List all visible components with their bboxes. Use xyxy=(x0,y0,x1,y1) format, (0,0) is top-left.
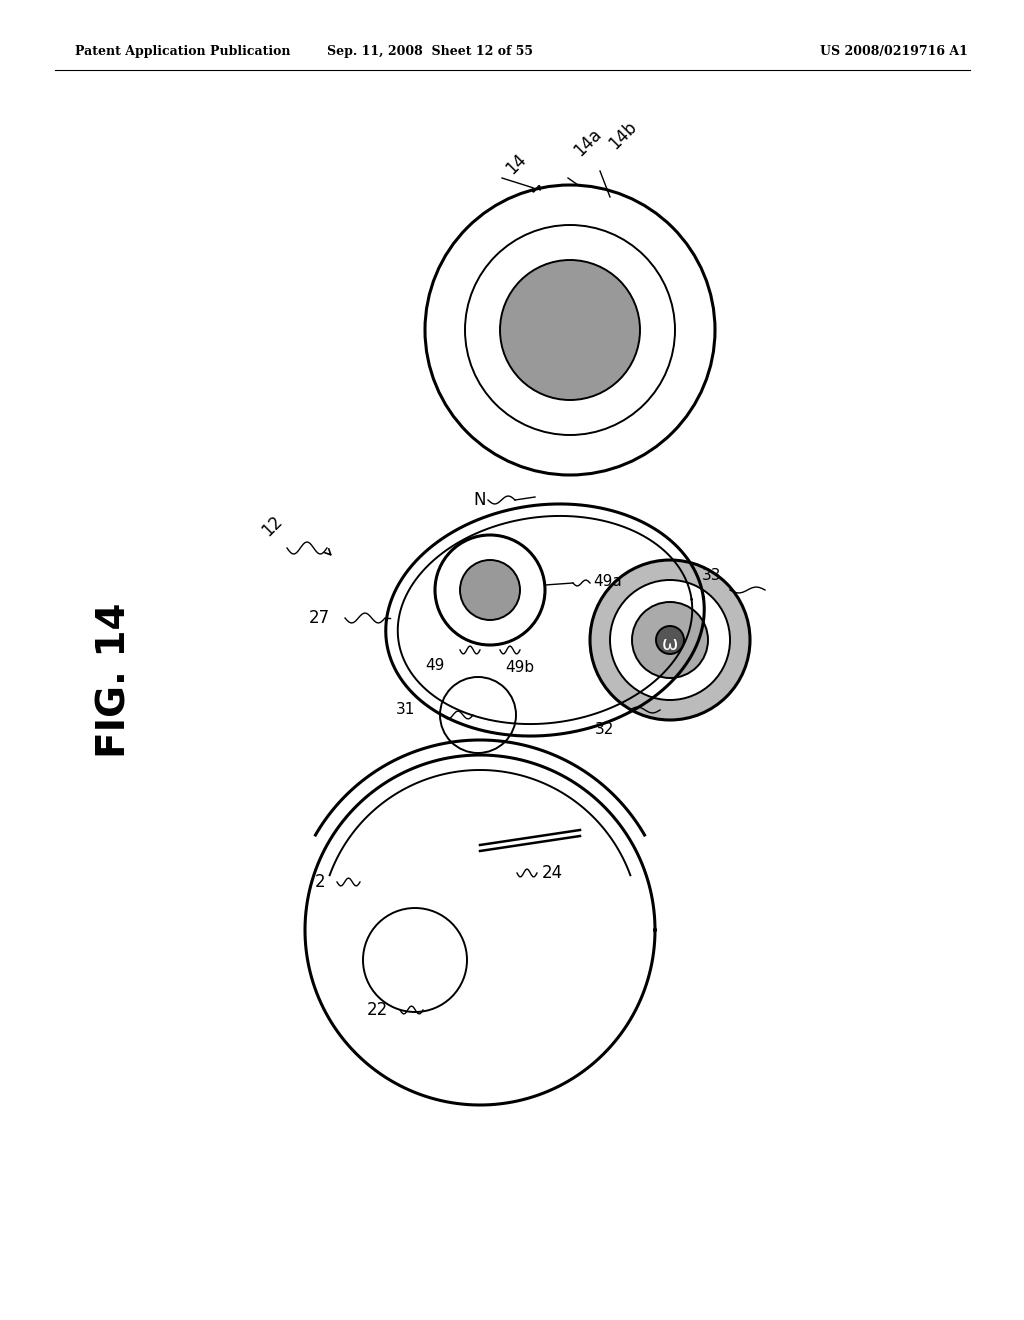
Text: 49b: 49b xyxy=(506,660,535,675)
Circle shape xyxy=(425,185,715,475)
Text: 31: 31 xyxy=(395,702,415,718)
Text: US 2008/0219716 A1: US 2008/0219716 A1 xyxy=(820,45,968,58)
Text: 49: 49 xyxy=(425,657,444,673)
Circle shape xyxy=(362,908,467,1012)
Circle shape xyxy=(656,626,684,653)
Circle shape xyxy=(465,224,675,436)
Text: 2: 2 xyxy=(314,873,325,891)
Circle shape xyxy=(435,535,545,645)
Circle shape xyxy=(440,677,516,752)
Text: 27: 27 xyxy=(309,609,330,627)
Circle shape xyxy=(500,260,640,400)
Circle shape xyxy=(610,579,730,700)
Circle shape xyxy=(590,560,750,719)
Text: 12: 12 xyxy=(258,512,286,540)
Text: 14a: 14a xyxy=(570,125,605,160)
Text: 14: 14 xyxy=(502,150,529,178)
Text: 14b: 14b xyxy=(605,117,640,153)
Text: Sep. 11, 2008  Sheet 12 of 55: Sep. 11, 2008 Sheet 12 of 55 xyxy=(327,45,534,58)
Circle shape xyxy=(632,602,708,678)
Text: 32: 32 xyxy=(595,722,614,738)
Text: 33: 33 xyxy=(702,568,722,582)
Text: ω: ω xyxy=(662,635,678,653)
Text: 24: 24 xyxy=(542,865,563,882)
Text: 49a: 49a xyxy=(593,573,622,589)
Text: 22: 22 xyxy=(367,1001,388,1019)
Text: Patent Application Publication: Patent Application Publication xyxy=(75,45,291,58)
Text: N: N xyxy=(474,491,486,510)
Circle shape xyxy=(460,560,520,620)
Text: FIG. 14: FIG. 14 xyxy=(96,602,134,758)
